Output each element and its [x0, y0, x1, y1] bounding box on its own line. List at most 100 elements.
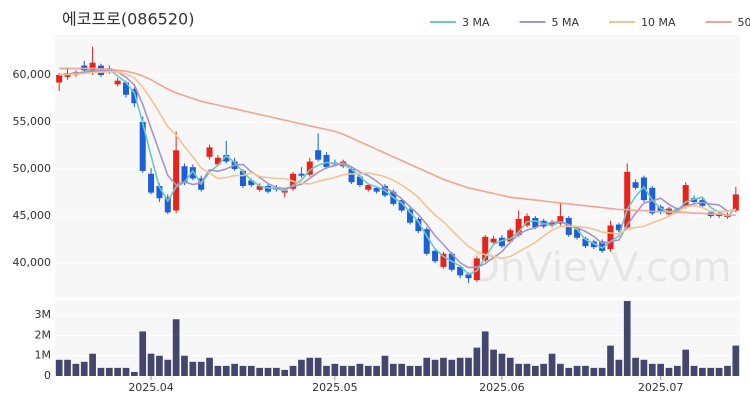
legend-label: 10 MA: [641, 16, 676, 29]
volume-bar: [281, 369, 289, 376]
y-tick-label: 0: [44, 369, 51, 382]
ma-line: [59, 67, 736, 216]
candle-body: [114, 80, 121, 85]
candle-body: [507, 230, 514, 242]
volume-bar: [273, 367, 280, 376]
candle-body: [515, 218, 522, 235]
x-tick-label: 2025.04: [128, 381, 174, 394]
volume-bar: [156, 355, 163, 376]
volume-bar: [473, 347, 481, 376]
volume-bar: [80, 361, 88, 376]
x-tick-label: 2025.07: [638, 381, 684, 394]
candle-body: [156, 185, 163, 199]
volume-bar: [640, 359, 648, 376]
candle-body: [356, 176, 363, 186]
volume-bar: [172, 319, 180, 376]
volume-bar: [105, 367, 113, 376]
volume-bar: [682, 349, 690, 376]
y-tick-label: 60,000: [13, 68, 52, 81]
volume-bar: [548, 353, 556, 376]
legend-label: 50 MA: [738, 16, 750, 29]
candle-body: [398, 200, 405, 211]
candle-body: [373, 187, 380, 192]
volume-bar: [381, 355, 389, 376]
candle-body: [498, 237, 505, 247]
volume-bar: [356, 363, 364, 376]
candle-body: [323, 154, 330, 168]
volume-bar: [164, 359, 172, 376]
volume-bar: [72, 363, 80, 376]
volume-bar: [239, 365, 247, 376]
candle-body: [265, 185, 272, 192]
legend-label: 5 MA: [552, 16, 580, 29]
volume-bar: [231, 363, 238, 376]
volume-bar: [206, 357, 213, 376]
candle-body: [306, 161, 313, 175]
candle-body: [164, 197, 171, 213]
volume-bar: [256, 367, 264, 376]
candle-body: [549, 222, 556, 226]
candle-body: [624, 171, 631, 228]
watermark: OnVievV.com: [468, 245, 731, 291]
volume-bar: [247, 365, 255, 376]
candle-body: [657, 206, 664, 213]
volume-bar: [197, 361, 205, 376]
volume-bar: [699, 367, 706, 376]
ma-line: [59, 67, 737, 276]
volume-bar: [89, 353, 96, 376]
volume-bar: [373, 365, 380, 376]
volume-bar: [732, 345, 740, 376]
candle-body: [223, 154, 230, 162]
candle-body: [523, 216, 530, 226]
volume-bar: [64, 359, 71, 376]
volume-bar: [531, 365, 539, 376]
candle-body: [407, 209, 414, 223]
candle-body: [473, 258, 480, 281]
volume-bar: [465, 357, 472, 376]
volume-bar: [724, 365, 731, 376]
candle-body: [56, 74, 63, 83]
volume-bar: [448, 359, 456, 376]
y-tick-label: 3M: [35, 308, 52, 321]
candle-body: [239, 170, 246, 186]
volume-bar: [632, 357, 639, 376]
candle-body: [716, 214, 723, 217]
candle-body: [315, 150, 322, 160]
volume-bar: [423, 357, 431, 376]
volume-bar: [573, 365, 581, 376]
volume-bar: [715, 367, 723, 376]
volume-bar: [331, 363, 339, 376]
volume-bar: [590, 367, 598, 376]
volume-bar: [415, 365, 422, 376]
volume-bar: [348, 365, 355, 376]
volume-bar: [214, 365, 222, 376]
volume-bar: [648, 363, 656, 376]
candle-body: [574, 229, 581, 238]
candle-body: [582, 238, 589, 247]
candle-body: [607, 225, 614, 250]
candle-body: [440, 253, 447, 267]
candle-body: [557, 216, 564, 224]
candle-body: [457, 266, 464, 276]
volume-bar: [523, 363, 531, 376]
volume-bar: [506, 357, 514, 376]
y-tick-label: 2M: [35, 328, 52, 341]
volume-bar: [147, 353, 155, 376]
volume-bar: [339, 365, 347, 376]
volume-bar: [598, 367, 606, 376]
chart-title: 에코프로(086520): [62, 10, 194, 29]
volume-bar: [122, 367, 130, 376]
volume-bar: [607, 345, 614, 376]
volume-bar: [557, 363, 564, 376]
candle-body: [632, 182, 639, 188]
volume-bar: [481, 331, 489, 376]
y-tick-label: 55,000: [13, 115, 52, 128]
candle-body: [640, 177, 647, 201]
candle-body: [248, 180, 255, 186]
candle-body: [181, 166, 188, 184]
volume-bar: [540, 363, 548, 376]
volume-bar: [582, 365, 589, 376]
candle-body: [691, 198, 698, 202]
